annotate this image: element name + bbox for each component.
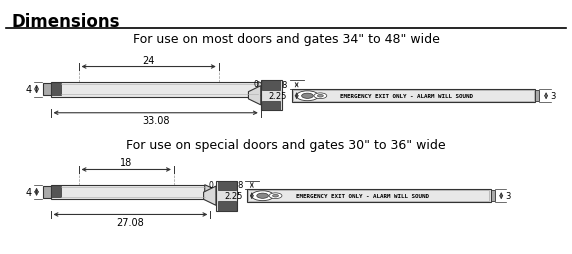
Bar	[263, 101, 280, 111]
Bar	[491, 190, 495, 201]
Bar	[217, 181, 236, 190]
Text: 0: 0	[208, 180, 213, 189]
Circle shape	[301, 94, 313, 99]
Bar	[247, 189, 491, 202]
Circle shape	[317, 95, 323, 98]
Circle shape	[296, 91, 319, 101]
Text: 27.08: 27.08	[117, 217, 144, 227]
Text: 24: 24	[142, 55, 155, 65]
Text: 8: 8	[282, 81, 287, 90]
Bar	[261, 81, 282, 111]
Text: 3: 3	[506, 192, 511, 200]
Text: 8: 8	[237, 181, 243, 190]
Bar	[43, 186, 50, 198]
Text: 2.25: 2.25	[224, 192, 243, 200]
Polygon shape	[248, 86, 261, 105]
Text: 0: 0	[253, 80, 258, 89]
Circle shape	[273, 195, 279, 197]
Bar	[292, 90, 535, 103]
Bar	[50, 82, 258, 97]
Bar	[50, 84, 61, 95]
Text: 3: 3	[551, 92, 556, 101]
Bar	[43, 83, 50, 96]
Bar	[263, 81, 280, 90]
Text: 4: 4	[26, 85, 32, 95]
Text: 4: 4	[26, 187, 32, 197]
Circle shape	[252, 191, 273, 201]
Bar	[293, 91, 534, 102]
Text: EMERGENCY EXIT ONLY - ALARM WILL SOUND: EMERGENCY EXIT ONLY - ALARM WILL SOUND	[296, 194, 428, 198]
Circle shape	[257, 193, 268, 199]
Circle shape	[314, 93, 327, 99]
Text: 2.25: 2.25	[269, 92, 287, 101]
Text: For use on special doors and gates 30" to 36" wide: For use on special doors and gates 30" t…	[126, 138, 446, 151]
Text: For use on most doors and gates 34" to 48" wide: For use on most doors and gates 34" to 4…	[133, 33, 439, 45]
Circle shape	[269, 193, 282, 199]
Text: 33.08: 33.08	[142, 116, 169, 126]
Bar	[217, 201, 236, 211]
Bar	[248, 190, 489, 201]
Text: Dimensions: Dimensions	[11, 12, 120, 30]
Polygon shape	[205, 185, 216, 199]
Bar	[50, 185, 205, 199]
Bar	[535, 91, 539, 102]
Text: 18: 18	[120, 158, 132, 168]
Bar	[216, 181, 237, 211]
Polygon shape	[204, 186, 216, 205]
Text: EMERGENCY EXIT ONLY - ALARM WILL SOUND: EMERGENCY EXIT ONLY - ALARM WILL SOUND	[340, 94, 474, 99]
Bar	[50, 187, 61, 197]
Polygon shape	[258, 82, 269, 97]
